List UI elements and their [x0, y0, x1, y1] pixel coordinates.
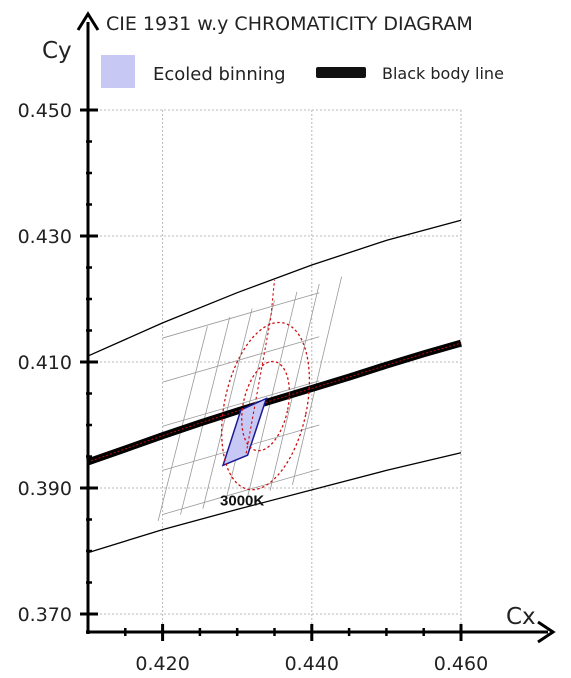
- annotations: 3000K: [220, 493, 264, 510]
- y-tick-label-4: 0.450: [18, 100, 72, 122]
- y-axis-label: Cy: [42, 38, 72, 64]
- ecoled-bin-area: [221, 397, 268, 467]
- isotherm-line-1: [180, 317, 231, 515]
- x-tick-label-2: 0.460: [434, 653, 488, 675]
- x-axis-label: Cx: [506, 604, 536, 630]
- isotherm-cross-line-2: [162, 380, 320, 427]
- y-tick-label-2: 0.410: [18, 352, 72, 374]
- chart-title: CIE 1931 w.y CHROMATICITY DIAGRAM: [106, 13, 473, 35]
- legend-label-ecoled-binning: Ecoled binning: [153, 64, 286, 85]
- upper-boundary-line: [87, 219, 462, 357]
- isotherm-grid: [157, 276, 343, 521]
- legend: Ecoled binning Black body line: [101, 55, 504, 88]
- black-body-overlay-line: [87, 342, 462, 463]
- isotherm-line-5: [269, 283, 320, 491]
- legend-swatch-black-body-line: [316, 67, 366, 78]
- tolerance-ellipse-1: [221, 321, 311, 491]
- isotherm-line-2: [202, 308, 253, 509]
- y-tick-label-0: 0.370: [18, 604, 72, 626]
- axes: [76, 11, 556, 644]
- isotherm-cross-line-3: [162, 336, 320, 383]
- isotherm-line-6: [292, 276, 343, 485]
- isotherm-cross-line-0: [162, 468, 320, 515]
- isotherm-line-3: [224, 300, 275, 503]
- ellipse-axis-line: [245, 280, 276, 454]
- tick-labels: 0.370 0.390 0.410 0.430 0.450 0.420 0.440 0.460: [18, 100, 489, 675]
- grid-lines: [88, 109, 462, 632]
- y-tick-label-3: 0.430: [18, 226, 72, 248]
- legend-label-black-body-line: Black body line: [382, 64, 504, 83]
- isotherm-line-0: [157, 326, 208, 521]
- black-body-line: [86, 339, 462, 466]
- bin-layer: [221, 397, 268, 467]
- x-axis-arrow: [537, 620, 556, 644]
- x-tick-label-0: 0.420: [135, 653, 189, 675]
- curves: [86, 219, 462, 554]
- y-axis-arrow: [76, 11, 100, 31]
- y-tick-label-1: 0.390: [18, 478, 72, 500]
- ellipse-layer: [221, 280, 311, 491]
- isotherm-cross-line-4: [162, 292, 320, 339]
- legend-swatch-ecoled-binning: [101, 55, 135, 88]
- x-tick-label-1: 0.440: [285, 653, 339, 675]
- annotation-cct-0: 3000K: [220, 493, 264, 510]
- lower-boundary-line: [87, 452, 462, 554]
